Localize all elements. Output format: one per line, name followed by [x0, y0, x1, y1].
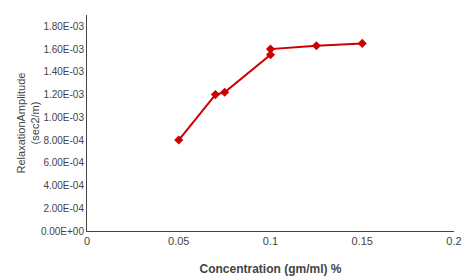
svg-text:0.00E+00: 0.00E+00 — [41, 226, 85, 237]
svg-text:RelaxationAmplitude(sec2/m): RelaxationAmplitude(sec2/m) — [15, 73, 41, 174]
svg-text:0.05: 0.05 — [168, 235, 189, 247]
svg-text:Concentration (gm/ml) %: Concentration (gm/ml) % — [199, 262, 341, 276]
svg-text:1.80E-03: 1.80E-03 — [43, 21, 84, 32]
svg-text:6.00E-04: 6.00E-04 — [43, 157, 84, 168]
svg-text:1.20E-03: 1.20E-03 — [43, 89, 84, 100]
svg-text:1.40E-03: 1.40E-03 — [43, 66, 84, 77]
svg-text:0: 0 — [84, 235, 90, 247]
svg-text:4.00E-04: 4.00E-04 — [43, 180, 84, 191]
svg-text:8.00E-04: 8.00E-04 — [43, 135, 84, 146]
svg-text:0.2: 0.2 — [446, 235, 461, 247]
svg-text:1.60E-03: 1.60E-03 — [43, 44, 84, 55]
svg-text:0.15: 0.15 — [352, 235, 373, 247]
svg-text:1.00E-03: 1.00E-03 — [43, 112, 84, 123]
svg-text:0.1: 0.1 — [263, 235, 278, 247]
svg-text:2.00E-04: 2.00E-04 — [43, 203, 84, 214]
